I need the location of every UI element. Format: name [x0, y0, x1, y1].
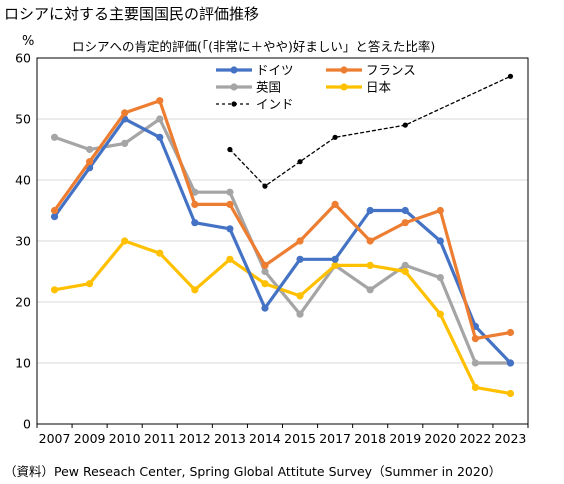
- data-point-germany: [401, 206, 409, 215]
- data-point-france: [401, 219, 409, 227]
- x-tick-label: 2010: [109, 431, 141, 446]
- data-point-uk: [401, 261, 409, 269]
- x-tick-label: 2015: [284, 431, 316, 446]
- data-point-india: [332, 134, 338, 140]
- figure-title: ロシアに対する主要国国民の評価推移: [4, 5, 260, 23]
- y-tick-label: 50: [15, 112, 31, 127]
- data-point-uk: [436, 274, 444, 282]
- data-point-japan: [156, 249, 164, 257]
- series-line-india: [229, 75, 512, 187]
- data-point-france: [226, 200, 234, 208]
- data-point-japan: [226, 255, 234, 263]
- legend-label-france: フランス: [366, 63, 416, 78]
- series-line-uk: [52, 117, 513, 365]
- x-tick-label: 2017: [319, 431, 351, 446]
- data-point-japan: [191, 286, 199, 294]
- data-point-france: [296, 237, 304, 245]
- legend-label-uk: 英国: [256, 80, 281, 95]
- data-point-uk: [156, 115, 164, 123]
- data-point-india: [262, 183, 268, 189]
- x-tick-label: 2022: [459, 431, 491, 446]
- data-point-japan: [366, 261, 374, 269]
- data-point-india: [227, 146, 233, 153]
- legend-label-germany: ドイツ: [256, 63, 294, 78]
- x-tick-label: 2012: [179, 431, 211, 446]
- data-point-india: [297, 159, 303, 165]
- y-tick-label: 60: [15, 51, 31, 66]
- data-point-japan: [261, 280, 269, 288]
- data-point-germany: [366, 206, 374, 215]
- legend-marker-france: [340, 66, 348, 74]
- y-tick-label: 30: [15, 234, 31, 249]
- data-point-germany: [296, 255, 304, 263]
- data-point-france: [261, 261, 269, 269]
- source-note: （資料）Pew Reseach Center, Spring Global At…: [4, 464, 502, 479]
- data-point-india: [507, 73, 514, 79]
- data-point-france: [121, 109, 129, 117]
- chart-title: ロシアへの肯定的評価(「(非常に＋やや)好ましい」と答えた比率): [72, 39, 436, 54]
- data-point-germany: [50, 213, 59, 221]
- data-point-france: [506, 328, 515, 337]
- data-point-japan: [50, 286, 59, 294]
- data-point-japan: [121, 237, 129, 245]
- data-point-germany: [191, 219, 199, 227]
- data-point-india: [402, 122, 408, 128]
- data-point-france: [471, 335, 479, 343]
- y-tick-label: 40: [15, 173, 31, 188]
- x-tick-label: 2009: [74, 431, 106, 446]
- data-point-germany: [226, 225, 234, 233]
- data-point-france: [86, 158, 94, 166]
- data-point-japan: [86, 280, 94, 288]
- data-point-japan: [506, 389, 515, 398]
- x-tick-label: 2007: [39, 431, 71, 446]
- y-tick-label: 0: [23, 417, 31, 432]
- data-point-france: [191, 200, 199, 208]
- data-point-uk: [50, 133, 59, 141]
- series-line-japan: [52, 239, 513, 396]
- x-tick-label: 2011: [144, 431, 176, 446]
- y-tick-label: 20: [15, 295, 31, 310]
- y-axis-unit: %: [22, 34, 35, 49]
- data-point-uk: [121, 139, 129, 147]
- data-point-france: [436, 206, 444, 215]
- series-line-germany: [52, 117, 513, 365]
- data-point-japan: [331, 261, 339, 269]
- data-point-japan: [296, 292, 304, 300]
- data-point-uk: [261, 267, 269, 276]
- data-point-uk: [471, 359, 479, 367]
- x-tick-label: 2014: [249, 431, 281, 446]
- data-point-france: [331, 200, 339, 208]
- data-point-japan: [471, 383, 479, 391]
- x-tick-label: 2018: [354, 431, 386, 446]
- data-point-uk: [296, 310, 304, 318]
- legend-label-japan: 日本: [366, 80, 392, 95]
- data-point-germany: [261, 304, 269, 312]
- data-point-france: [50, 206, 59, 215]
- data-point-france: [156, 97, 164, 105]
- data-point-uk: [86, 145, 94, 154]
- data-point-germany: [331, 255, 339, 263]
- series-line-france: [52, 99, 513, 341]
- data-point-japan: [401, 267, 409, 276]
- x-tick-label: 2023: [495, 431, 527, 446]
- x-tick-label: 2020: [424, 431, 456, 446]
- data-point-uk: [226, 188, 234, 196]
- data-point-germany: [436, 237, 444, 245]
- data-point-germany: [156, 133, 164, 141]
- legend-marker-uk: [230, 83, 238, 91]
- legend-marker-germany: [230, 66, 238, 74]
- data-point-france: [366, 237, 374, 245]
- x-tick-label: 2013: [214, 431, 246, 446]
- data-point-uk: [366, 286, 374, 294]
- legend-label-india: インド: [256, 97, 294, 112]
- x-tick-label: 2019: [389, 431, 421, 446]
- legend-marker-india: [231, 101, 237, 107]
- y-tick-label: 10: [15, 356, 31, 371]
- data-point-germany: [506, 359, 515, 367]
- legend-marker-japan: [340, 83, 348, 91]
- data-point-uk: [191, 188, 199, 196]
- data-point-japan: [436, 310, 444, 318]
